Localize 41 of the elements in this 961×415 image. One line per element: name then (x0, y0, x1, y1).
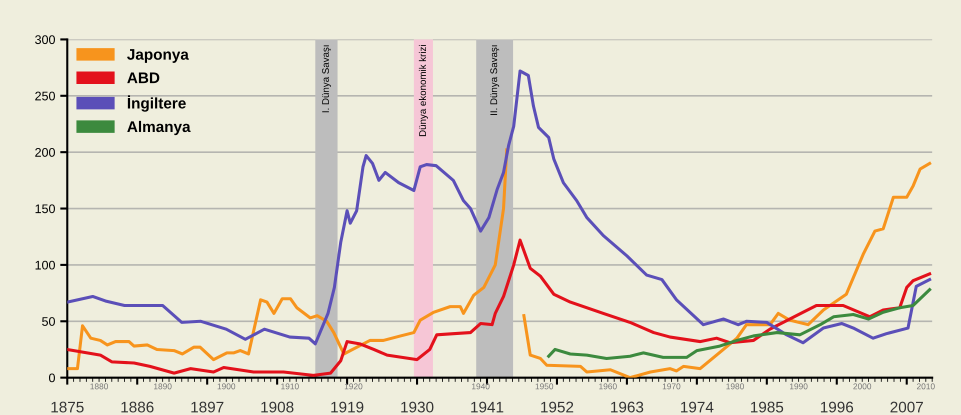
x2-tick-label: 2010 (916, 383, 935, 390)
y-tick-label: 200 (35, 148, 55, 157)
x2-tick-label: 1950 (536, 383, 554, 390)
x-tick-label: 1919 (331, 402, 364, 412)
x-tick-label: 2007 (890, 402, 923, 412)
y-tick-label: 50 (42, 317, 55, 326)
legend-label: Japonya (127, 49, 189, 63)
x2-tick-label: 1980 (726, 383, 744, 390)
x-tick-label: 1908 (261, 402, 294, 412)
legend-label: ABD (127, 72, 160, 84)
x-tick-label: 1941 (471, 402, 504, 412)
x2-tick-label: 1920 (344, 383, 362, 390)
x-tick-label: 1952 (541, 402, 574, 412)
legend-label: Almanya (127, 120, 191, 136)
band-label: Dünya ekonomik krizi (418, 45, 428, 136)
y-tick-label: 250 (35, 92, 55, 100)
x-tick-label: 1897 (191, 402, 224, 412)
x2-tick-label: 1990 (790, 383, 808, 390)
x2-tick-label: 2000 (853, 383, 872, 390)
y-tick-label: 300 (35, 35, 55, 44)
x2-tick-label: 1960 (599, 383, 617, 390)
x2-tick-label: 1970 (662, 383, 680, 390)
legend-label: İngiltere (128, 95, 186, 112)
x-tick-label: 1930 (401, 402, 434, 412)
x2-tick-label: 1890 (154, 383, 172, 390)
y-tick-label: 150 (36, 204, 55, 214)
x2-tick-label: 1880 (90, 383, 108, 390)
y-tick-label: 100 (36, 260, 55, 270)
x2-tick-label: 1910 (281, 383, 299, 390)
x-tick-label: 1886 (121, 402, 154, 412)
x-tick-label: 1985 (750, 402, 784, 412)
band-label: II. Dünya Savaşı (490, 45, 500, 115)
x-tick-label: 1963 (611, 402, 644, 412)
x2-tick-label: 1900 (218, 383, 236, 390)
line-series (547, 288, 932, 360)
x-tick-label: 1974 (681, 402, 714, 412)
x-tick-label: 1875 (51, 402, 84, 412)
y-tick-label: 0 (49, 373, 55, 382)
x2-tick-label: 1940 (472, 383, 490, 390)
x-tick-label: 1996 (820, 402, 854, 412)
band-label: I. Dünya Savaşı (322, 45, 331, 112)
